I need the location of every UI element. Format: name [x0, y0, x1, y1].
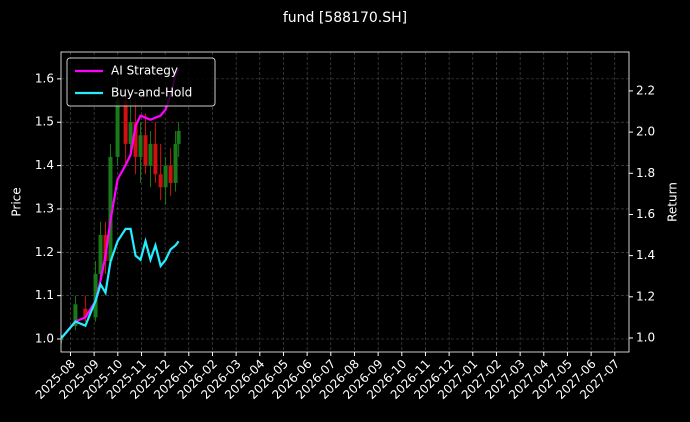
y2-tick-label: 1.4	[636, 248, 655, 262]
candle-body	[148, 143, 153, 166]
candle-body	[115, 100, 120, 157]
y-axis-label: Price	[10, 187, 24, 216]
candle-body	[128, 122, 133, 144]
y-tick-label: 1.6	[35, 71, 54, 85]
candle-body	[83, 308, 88, 318]
candle-body	[173, 143, 178, 183]
legend-label: AI Strategy	[111, 64, 178, 78]
y-tick-label: 1.2	[35, 245, 54, 259]
legend-box	[66, 57, 216, 107]
y-tick-label: 1.1	[35, 288, 54, 302]
candle-body	[98, 234, 103, 274]
legend-label: Buy-and-Hold	[111, 86, 192, 100]
candle-body	[133, 122, 138, 157]
candle-body	[168, 165, 173, 183]
candle-body	[143, 135, 148, 166]
y-tick-label: 1.4	[35, 158, 54, 172]
y2-tick-label: 2.0	[636, 125, 655, 139]
chart-title: fund [588170.SH]	[283, 10, 407, 26]
plot-frame	[60, 51, 630, 353]
y-tick-label: 1.3	[35, 201, 54, 215]
candle-body	[176, 130, 181, 144]
y2-axis-label: Return	[666, 182, 680, 222]
candle-body	[158, 174, 163, 188]
y2-tick-label: 1.8	[636, 166, 655, 180]
y2-tick-label: 2.2	[636, 83, 655, 97]
candle-body	[93, 273, 98, 318]
y-tick-label: 1.0	[35, 331, 54, 345]
y2-tick-label: 1.2	[636, 289, 655, 303]
y2-tick-label: 1.6	[636, 207, 655, 221]
candle-body	[163, 165, 168, 188]
y2-tick-label: 1.0	[636, 330, 655, 344]
candle-body	[59, 338, 64, 340]
candle-body	[108, 156, 113, 261]
candle-body	[138, 135, 143, 157]
series-line	[60, 227, 180, 339]
candle-body	[123, 100, 128, 144]
y-tick-label: 1.5	[35, 115, 54, 129]
candle-body	[73, 304, 78, 326]
candle-body	[153, 143, 158, 175]
